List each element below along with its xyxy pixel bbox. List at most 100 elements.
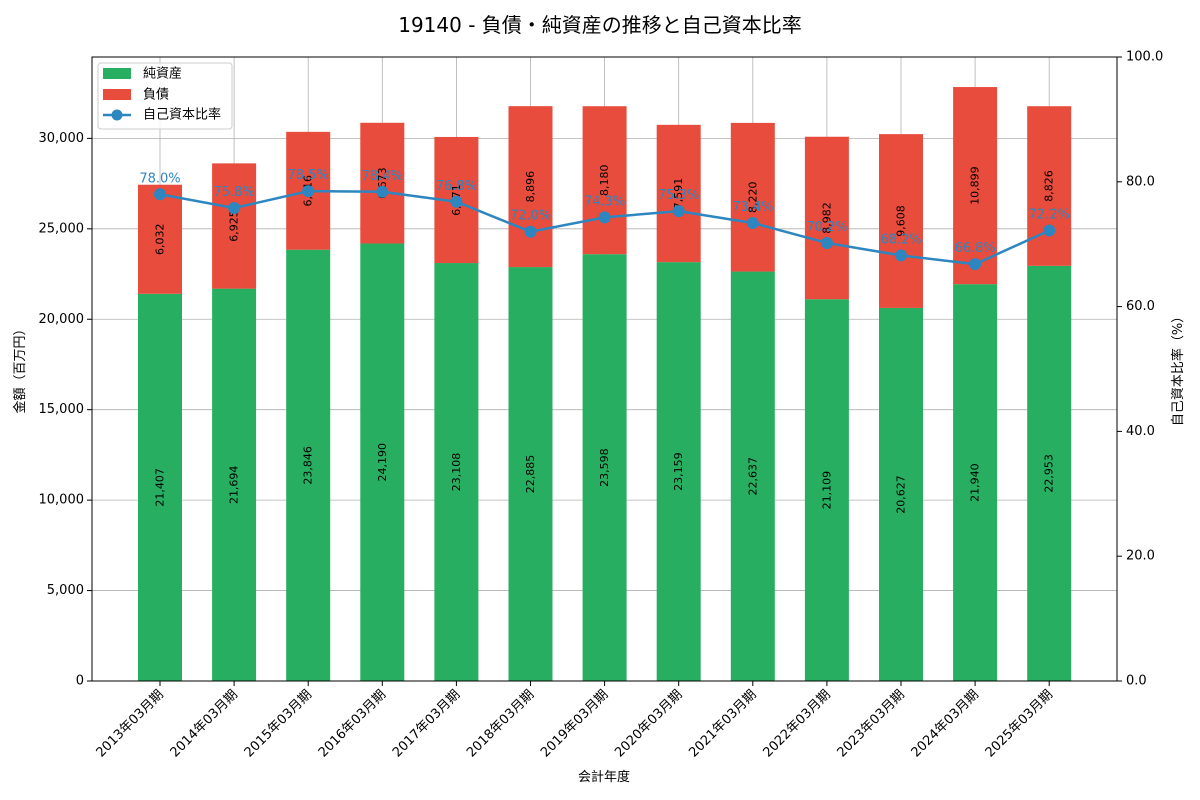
ratio-point-label: 74.3% bbox=[584, 194, 625, 209]
bar-equity-label: 21,940 bbox=[969, 463, 982, 502]
bar-liabilities bbox=[879, 134, 923, 308]
x-tick-label: 2013年03月期 bbox=[94, 687, 167, 760]
ratio-point bbox=[598, 211, 611, 224]
x-tick-label: 2018年03月期 bbox=[464, 687, 537, 760]
x-tick-label: 2023年03月期 bbox=[835, 687, 908, 760]
y2-tick-label: 100.0 bbox=[1126, 50, 1163, 65]
bar-equity-label: 21,694 bbox=[228, 466, 241, 505]
bar-equity-label: 21,109 bbox=[820, 471, 833, 510]
ratio-point bbox=[524, 225, 537, 238]
x-tick-label: 2015年03月期 bbox=[242, 687, 315, 760]
y2-tick-label: 80.0 bbox=[1126, 174, 1155, 189]
bar-liabilities-label: 8,896 bbox=[524, 171, 537, 203]
bar-liabilities bbox=[360, 122, 405, 244]
y-axis-label: 金額（百万円） bbox=[12, 322, 28, 413]
bar-equity bbox=[879, 307, 923, 681]
bar-liabilities-label: 8,180 bbox=[598, 164, 611, 196]
bar-equity-label: 22,637 bbox=[746, 457, 759, 496]
ratio-point bbox=[450, 195, 463, 208]
bar-liabilities bbox=[953, 87, 998, 285]
x-tick-label: 2025年03月期 bbox=[983, 687, 1056, 760]
bar-liabilities bbox=[656, 124, 701, 263]
ratio-line-layer: 78.0% 75.8% 78.5% 78.4% 76.8% 72.0% 74.3% 75.3%… bbox=[139, 168, 1070, 271]
ratio-point-label: 70.2% bbox=[806, 220, 847, 235]
x-axis-label: 会計年度 bbox=[578, 769, 630, 785]
ratio-point bbox=[969, 258, 982, 271]
y2-axis-label: 自己資本比率（%） bbox=[1170, 310, 1186, 426]
ratio-point-label: 68.2% bbox=[880, 232, 921, 247]
ratio-point-label: 66.8% bbox=[954, 241, 995, 256]
legend-label-liabilities: 負債 bbox=[143, 88, 169, 103]
x-tick-label: 2016年03月期 bbox=[316, 687, 389, 760]
x-tick-label: 2017年03月期 bbox=[390, 687, 463, 760]
bar-liabilities-label: 6,032 bbox=[154, 224, 167, 256]
ratio-point-label: 72.2% bbox=[1029, 207, 1070, 222]
ratio-point-label: 78.5% bbox=[288, 168, 329, 183]
bar-liabilities bbox=[508, 106, 553, 268]
x-tick-label: 2024年03月期 bbox=[909, 687, 982, 760]
y-tick-label: 5,000 bbox=[47, 583, 84, 598]
bar-equity bbox=[138, 293, 182, 681]
bar-equity bbox=[804, 299, 849, 681]
y-tick-label: 0 bbox=[76, 674, 84, 689]
bar-equity-label: 23,159 bbox=[672, 452, 685, 491]
bar-equity-label: 23,846 bbox=[302, 446, 315, 485]
ratio-point bbox=[746, 216, 759, 229]
x-tick-label: 2022年03月期 bbox=[760, 687, 833, 760]
bars-layer: 21,4076,03221,6946,92523,8466,51624,1906… bbox=[138, 87, 1072, 682]
bar-liabilities-label: 6,925 bbox=[228, 210, 241, 242]
legend-label-equity: 純資産 bbox=[143, 66, 182, 82]
bar-liabilities bbox=[138, 184, 182, 294]
y-tick-label: 20,000 bbox=[39, 312, 85, 327]
bar-equity bbox=[582, 254, 627, 681]
y2-tick-label: 0.0 bbox=[1126, 674, 1147, 689]
bar-liabilities bbox=[730, 122, 775, 272]
bar-equity bbox=[1027, 265, 1072, 681]
ratio-point-label: 73.4% bbox=[732, 200, 773, 215]
bar-equity bbox=[656, 262, 701, 681]
legend-label-ratio: 自己資本比率 bbox=[143, 107, 221, 123]
x-tick-label: 2014年03月期 bbox=[168, 687, 241, 760]
ratio-point bbox=[302, 185, 315, 198]
legend-box bbox=[97, 62, 233, 130]
y-tick-label: 10,000 bbox=[39, 493, 85, 508]
ratio-point bbox=[820, 236, 833, 249]
ratio-point-label: 72.0% bbox=[510, 209, 551, 224]
y-tick-label: 15,000 bbox=[39, 402, 85, 417]
bar-equity bbox=[730, 271, 775, 681]
y-tick-label: 25,000 bbox=[39, 221, 85, 236]
bar-liabilities-label: 8,826 bbox=[1043, 170, 1056, 202]
bar-equity-label: 22,885 bbox=[524, 455, 537, 494]
bar-liabilities-label: 8,982 bbox=[820, 202, 833, 234]
y2-tick-label: 60.0 bbox=[1126, 299, 1155, 314]
ratio-point bbox=[154, 188, 166, 201]
bar-equity bbox=[212, 288, 257, 681]
ratio-point bbox=[672, 205, 685, 218]
bar-equity-label: 20,627 bbox=[895, 475, 908, 514]
ratio-point-label: 75.8% bbox=[213, 185, 254, 200]
bar-equity bbox=[286, 249, 331, 682]
y2-tick-label: 40.0 bbox=[1126, 424, 1155, 439]
ratio-point-label: 75.3% bbox=[658, 188, 699, 203]
legend-swatch-ratio-marker bbox=[111, 109, 123, 121]
bar-liabilities bbox=[582, 106, 627, 255]
bar-equity-label: 22,953 bbox=[1043, 454, 1056, 493]
y-tick-label: 30,000 bbox=[39, 131, 85, 146]
bar-liabilities-label: 10,899 bbox=[969, 166, 982, 205]
ratio-point bbox=[1043, 224, 1056, 237]
bar-equity bbox=[953, 284, 998, 681]
ratio-point bbox=[228, 202, 241, 215]
legend-swatch-liabilities bbox=[103, 89, 131, 100]
bar-liabilities-label: 7,591 bbox=[672, 178, 685, 210]
bar-equity-label: 21,407 bbox=[154, 468, 167, 507]
ratio-point-label: 76.8% bbox=[436, 179, 477, 194]
ratio-point bbox=[895, 249, 907, 262]
bar-equity-label: 24,190 bbox=[376, 443, 389, 482]
bar-liabilities bbox=[804, 136, 849, 300]
bar-equity bbox=[508, 267, 553, 681]
x-tick-label: 2019年03月期 bbox=[538, 687, 611, 760]
x-tick-label: 2021年03月期 bbox=[686, 687, 759, 760]
